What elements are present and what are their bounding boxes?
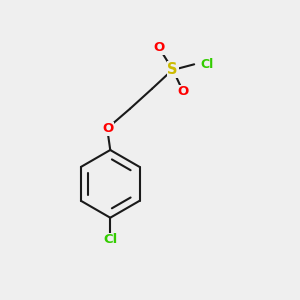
- Text: O: O: [153, 41, 164, 54]
- Text: Cl: Cl: [200, 58, 213, 71]
- Text: O: O: [177, 85, 189, 98]
- Text: Cl: Cl: [103, 233, 117, 246]
- Text: S: S: [167, 62, 178, 77]
- Text: O: O: [102, 122, 113, 135]
